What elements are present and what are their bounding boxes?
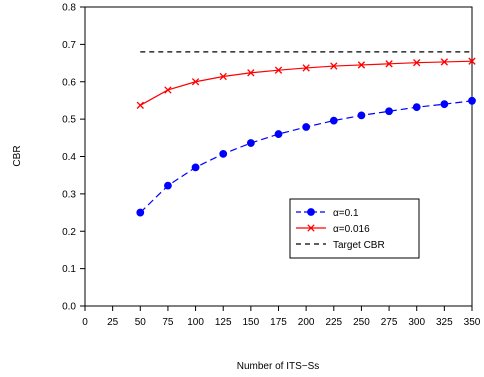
y-tick-label: 0.6 (62, 77, 76, 88)
data-point (330, 62, 338, 70)
x-tick-label: 125 (215, 317, 232, 328)
x-tick-label: 325 (436, 317, 453, 328)
y-tick-label: 0.7 (62, 40, 76, 51)
data-point (357, 111, 366, 120)
legend-label: Target CBR (333, 240, 385, 251)
data-point (468, 96, 476, 105)
data-point (164, 86, 172, 94)
x-axis-label: Number of ITS−Ss (237, 361, 320, 372)
x-marker-stroke (413, 59, 421, 67)
y-tick-label: 0.4 (62, 152, 76, 163)
x-tick-label: 250 (353, 317, 370, 328)
data-point (385, 60, 393, 68)
legend-entry: α=0.1 (296, 208, 359, 219)
data-point (302, 123, 311, 131)
data-point (246, 139, 255, 147)
series-0 (136, 96, 476, 217)
x-marker-stroke (307, 224, 315, 232)
x-marker-stroke (357, 61, 366, 69)
data-point (191, 163, 200, 172)
x-marker-stroke (274, 66, 283, 74)
x-tick-label: 350 (464, 317, 481, 328)
x-marker-stroke (219, 72, 227, 81)
legend-label: α=0.016 (333, 224, 370, 235)
data-point (136, 101, 144, 109)
x-marker-stroke (330, 62, 338, 70)
x-marker-stroke (385, 60, 393, 68)
data-point (136, 208, 145, 217)
x-tick-label: 150 (243, 317, 260, 328)
legend-entry: α=0.016 (296, 224, 370, 235)
data-point (413, 59, 421, 67)
series-1 (136, 57, 476, 109)
x-marker-stroke (468, 57, 476, 65)
x-tick-label: 300 (408, 317, 425, 328)
x-marker-stroke (191, 78, 200, 86)
x-tick-label: 175 (270, 317, 287, 328)
x-marker-stroke (136, 101, 144, 109)
x-tick-label: 225 (325, 317, 342, 328)
data-point (219, 149, 228, 158)
data-point (385, 107, 393, 116)
data-point (164, 181, 172, 190)
y-tick-label: 0.8 (62, 3, 76, 14)
data-point (274, 130, 283, 138)
data-point (247, 69, 255, 77)
x-tick-label: 275 (381, 317, 398, 328)
series-line (139, 100, 473, 213)
data-point (440, 100, 449, 109)
legend-marker (307, 224, 315, 232)
x-marker-stroke (302, 64, 310, 72)
x-tick-label: 50 (135, 317, 147, 328)
x-tick-label: 100 (187, 317, 204, 328)
x-marker-stroke (164, 86, 172, 94)
data-point (191, 78, 200, 86)
legend-entry: Target CBR (296, 240, 385, 251)
x-marker-stroke (440, 58, 449, 66)
legend-label: α=0.1 (333, 208, 359, 219)
x-tick-label: 25 (107, 317, 119, 328)
data-point (412, 103, 421, 112)
legend: α=0.1 α=0.016 Target CBR (289, 198, 420, 259)
y-axis-label: CBR (12, 145, 23, 166)
y-tick-label: 0.2 (62, 227, 76, 238)
data-point (274, 66, 283, 74)
data-point (357, 61, 366, 69)
data-point (329, 116, 338, 125)
x-axis-ticks: 0 25 50 75 100 125 150 175 200 225 250 275 300 325 350 (82, 306, 481, 328)
y-tick-label: 0.0 (62, 302, 76, 313)
data-point (302, 64, 310, 72)
x-marker-stroke (247, 69, 255, 77)
series-layer (136, 51, 476, 217)
x-tick-label: 0 (82, 317, 88, 328)
y-tick-label: 0.1 (62, 264, 76, 275)
y-tick-label: 0.3 (62, 189, 76, 200)
x-tick-label: 200 (298, 317, 315, 328)
y-axis-ticks: 0.0 0.1 0.2 0.3 0.4 0.5 0.6 0.7 0.8 (62, 3, 85, 313)
legend-marker (307, 208, 315, 216)
data-point (440, 58, 449, 66)
y-tick-label: 0.5 (62, 115, 76, 126)
data-point (468, 57, 476, 65)
x-tick-label: 75 (162, 317, 174, 328)
data-point (219, 72, 227, 81)
